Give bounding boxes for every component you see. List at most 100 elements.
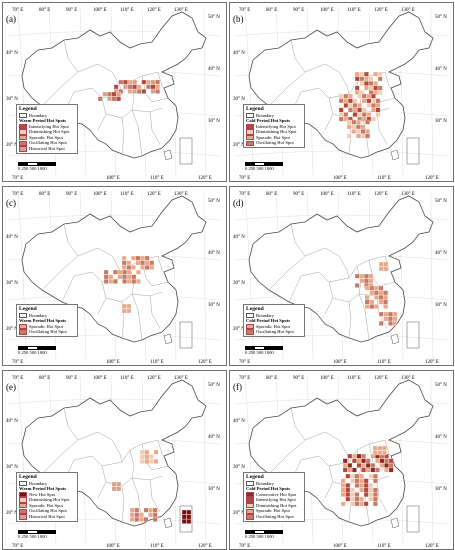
- map-panel: 70° E 80° E 90° E 100° E 110° E 120° E 130° E 7…: [2, 2, 227, 182]
- hot-spot-cell: [359, 273, 365, 279]
- hot-spot-cell: [364, 71, 369, 77]
- map-panel: 70° E 80° E 90° E 100° E 110° E 120° E 130° E 7…: [229, 186, 454, 366]
- longitude-tick-bottom: 100° E: [106, 176, 120, 181]
- hot-spot-cell: [373, 81, 378, 86]
- graticule-meridian: [244, 375, 254, 545]
- longitude-tick-bottom: 110° E: [377, 176, 391, 181]
- hot-spot-cell: [345, 473, 351, 479]
- panel-label: (b): [233, 14, 244, 24]
- graticule-meridian: [17, 375, 27, 545]
- longitude-tick-top: 70° E: [12, 376, 23, 381]
- hainan-boundary: [163, 333, 173, 345]
- hot-spot-cell: [354, 71, 360, 77]
- hot-spot-cell: [370, 453, 376, 459]
- hot-spot-cell: [140, 255, 145, 261]
- legend-swatch: [246, 480, 254, 487]
- hot-spot-cell: [368, 492, 374, 497]
- hot-spot-cell: [354, 496, 360, 502]
- legend-item-label: Sporadic Hot Spot: [256, 508, 290, 514]
- hot-spot-cell: [118, 79, 124, 85]
- hot-spot-cell: [140, 265, 145, 270]
- hot-spot-cell: [117, 274, 123, 280]
- hot-spot-cell: [356, 463, 362, 468]
- hot-spot-cell: [366, 98, 372, 104]
- longitude-tick-top: 120° E: [147, 376, 161, 381]
- panel-label: (a): [6, 14, 16, 24]
- hot-spot-cell: [364, 76, 369, 82]
- longitude-tick-top: 130° E: [174, 8, 188, 13]
- hot-spot-cell: [378, 299, 384, 305]
- legend-subtitle: Cold Period Hot Spots: [246, 118, 291, 124]
- legend-item-label: Intensifying Hot Spot: [29, 123, 69, 129]
- hot-spot-cell: [361, 458, 366, 464]
- legend-item: Oscillating Hot Spot: [246, 140, 302, 147]
- scale-bar-label: 0 250 500 1000: [245, 165, 274, 171]
- hot-spot-cell: [348, 98, 353, 104]
- hot-spot-cell: [127, 89, 133, 94]
- legend-swatch: [19, 497, 27, 503]
- hot-spot-cell: [361, 467, 366, 473]
- hot-spot-cell: [350, 501, 355, 507]
- hot-spot-cell: [140, 260, 145, 266]
- hot-spot-cell: [345, 483, 351, 488]
- hot-spot-cell: [368, 487, 374, 493]
- hot-spot-cell: [360, 124, 366, 130]
- longitude-tick-top: 130° E: [401, 376, 415, 381]
- hot-spot-cell: [375, 107, 381, 113]
- legend-item-label: Oscillating Hot Spot: [256, 514, 294, 520]
- hot-spot-cell: [354, 483, 360, 488]
- legend-item: Historical Hot Spot: [19, 146, 75, 152]
- longitude-tick-bottom: 120° E: [425, 360, 439, 365]
- legend-title: Legend: [246, 474, 264, 480]
- longitude-tick-top: 90° E: [293, 376, 304, 381]
- longitude-tick-top: 80° E: [39, 376, 50, 381]
- hot-spot-cell: [384, 458, 389, 464]
- hot-spot-cell: [370, 467, 376, 473]
- hot-spot-cell: [121, 260, 127, 266]
- hot-spot-cell: [342, 463, 348, 468]
- hot-spot-cell: [360, 129, 366, 134]
- latitude-tick-right: 50° N: [208, 15, 220, 20]
- south-sea-inset: [179, 137, 193, 165]
- hot-spot-cell: [354, 273, 360, 279]
- hot-spot-cell: [127, 79, 133, 85]
- legend-swatch: [19, 502, 27, 509]
- longitude-tick-top: 80° E: [266, 8, 277, 13]
- hot-spot-cell: [361, 93, 367, 99]
- hot-spot-cell: [383, 266, 389, 272]
- hot-spot-cell: [359, 487, 364, 493]
- hot-spot-cell: [131, 265, 136, 270]
- legend: Legend Boundary Warm Period Hot Spots New H…: [16, 472, 78, 522]
- province-boundary: [61, 271, 107, 315]
- legend-item-label: Oscillating Hot Spot: [29, 329, 67, 335]
- scale-bar-graphic: [18, 162, 56, 166]
- province-boundary: [290, 39, 306, 73]
- legend-title: Legend: [19, 474, 37, 480]
- hot-spot-cell: [384, 463, 389, 468]
- legend-item-label: Oscillating Hot Spot: [256, 140, 294, 146]
- latitude-tick-right: 30° N: [435, 303, 447, 308]
- hot-spot-cell: [383, 299, 388, 305]
- longitude-tick-bottom: 70° E: [239, 544, 250, 549]
- hot-spot-cell: [383, 261, 389, 267]
- legend-item: New Hot Spot: [19, 492, 75, 498]
- province-boundary: [288, 455, 334, 499]
- hot-spot-cell: [126, 260, 132, 266]
- hot-spot-cell: [371, 116, 376, 122]
- hot-spot-cell: [342, 467, 348, 473]
- map-panel: 70° E 80° E 90° E 100° E 110° E 120° E 130° E 7…: [2, 370, 227, 550]
- hot-spot-cell: [146, 79, 151, 85]
- hot-spot-cell: [129, 512, 135, 518]
- province-boundary: [89, 313, 107, 329]
- hot-spot-cell: [361, 463, 366, 468]
- legend-item-boundary: Boundary: [19, 481, 75, 487]
- province-boundary: [376, 111, 388, 145]
- scale-bar-graphic: [245, 162, 283, 166]
- hot-spot-cell: [338, 112, 344, 117]
- hot-spot-cell: [366, 93, 372, 99]
- longitude-tick-top: 90° E: [66, 192, 77, 197]
- hot-spot-cell: [152, 512, 158, 518]
- hot-spot-cell: [121, 308, 127, 314]
- hot-spot-cell: [378, 311, 384, 317]
- hot-spot-cell: [361, 112, 367, 117]
